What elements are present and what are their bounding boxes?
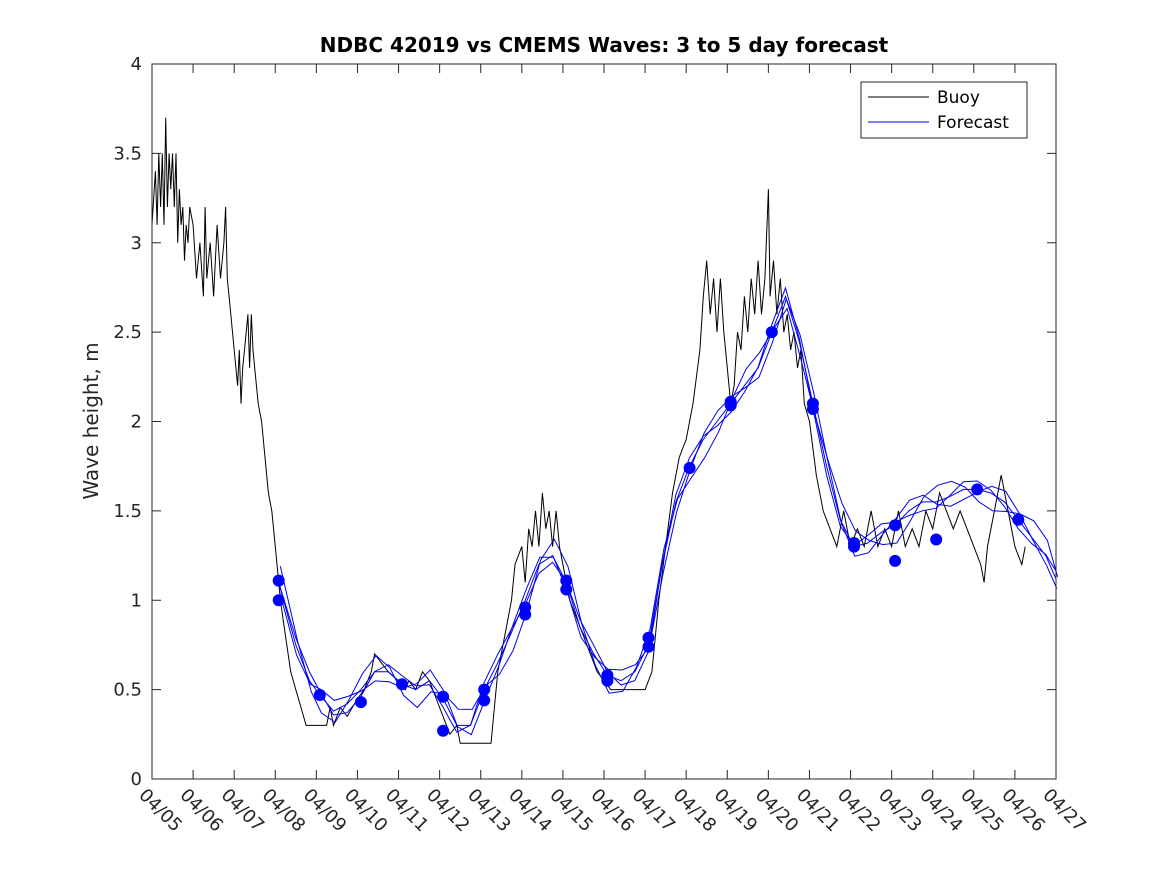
chart-title: NDBC 42019 vs CMEMS Waves: 3 to 5 day fo…	[320, 33, 889, 57]
y-tick-label: 2	[131, 412, 142, 433]
forecast-marker	[478, 694, 491, 707]
forecast-trace-3	[279, 297, 1058, 736]
forecast-marker	[848, 540, 860, 553]
y-tick-label: 4	[131, 54, 142, 75]
legend-forecast-label: Forecast	[937, 113, 1009, 133]
forecast-marker	[724, 399, 737, 412]
forecast-marker	[437, 690, 450, 703]
forecast-marker	[437, 724, 450, 737]
forecast-marker	[272, 594, 285, 607]
y-tick-label: 0.5	[113, 680, 142, 701]
forecast-marker	[272, 574, 285, 587]
y-tick-label: 1.5	[113, 501, 142, 522]
forecast-marker	[396, 678, 408, 691]
forecast-marker	[354, 696, 367, 709]
forecast-marker	[806, 403, 819, 415]
y-tick-label: 1	[131, 590, 142, 611]
forecast-marker	[519, 608, 532, 621]
series-line-buoy	[151, 117, 1026, 744]
forecast-marker	[478, 683, 491, 696]
y-tick-label: 3	[131, 233, 142, 254]
forecast-marker	[601, 674, 614, 687]
forecast-trace-4	[279, 307, 1059, 724]
forecast-marker	[313, 689, 326, 701]
y-axis-label: Wave height, m	[79, 342, 103, 499]
legend-box	[860, 81, 1028, 139]
series-line-forecast	[278, 294, 1057, 726]
forecast-marker	[1012, 513, 1025, 526]
marker-layer	[272, 326, 1025, 737]
forecast-marker	[642, 640, 655, 653]
forecast-marker	[889, 519, 902, 532]
forecast-marker	[560, 583, 573, 596]
forecast-marker	[560, 574, 573, 587]
forecast-marker	[930, 533, 943, 546]
forecast-marker	[683, 462, 696, 474]
y-tick-label: 2.5	[113, 322, 142, 343]
forecast-marker	[971, 483, 984, 496]
forecast-marker	[889, 554, 902, 567]
legend: Buoy Forecast	[860, 81, 1028, 139]
legend-buoy-label: Buoy	[937, 88, 980, 108]
y-tick-label: 0	[131, 769, 142, 790]
forecast-marker	[765, 326, 778, 339]
forecast-marker	[642, 631, 655, 644]
series-layer	[151, 117, 1059, 744]
y-tick-label: 3.5	[113, 143, 142, 164]
